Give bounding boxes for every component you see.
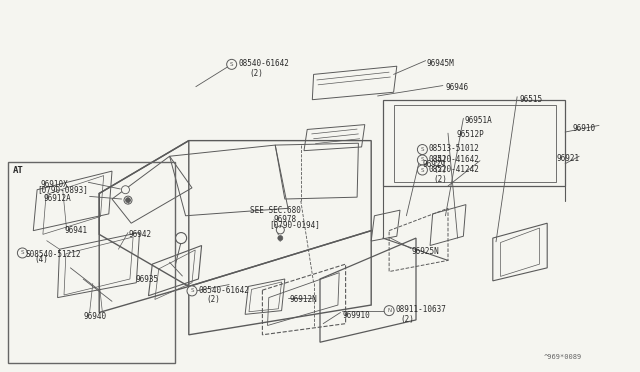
Text: 96942: 96942: [128, 230, 151, 239]
Text: 96515: 96515: [520, 95, 543, 104]
Text: 96912N: 96912N: [289, 295, 317, 304]
Text: 96929: 96929: [422, 160, 445, 169]
Text: (4): (4): [35, 255, 49, 264]
Text: 96978: 96978: [274, 215, 297, 224]
Text: S: S: [420, 147, 424, 152]
Text: S: S: [420, 167, 424, 173]
Text: 96912A: 96912A: [44, 194, 71, 203]
Text: S: S: [20, 250, 24, 256]
Text: 969910: 969910: [342, 311, 370, 320]
Circle shape: [124, 196, 132, 204]
Text: 96945M: 96945M: [426, 59, 454, 68]
Text: ^969*0089: ^969*0089: [544, 354, 582, 360]
Circle shape: [278, 235, 283, 241]
Text: (2): (2): [207, 295, 221, 304]
Text: 96941: 96941: [64, 226, 87, 235]
Text: 08540-61642: 08540-61642: [198, 286, 249, 295]
Text: S: S: [230, 62, 234, 67]
Text: (2): (2): [250, 69, 264, 78]
Circle shape: [122, 186, 129, 194]
Text: 96946: 96946: [445, 83, 468, 92]
Circle shape: [175, 232, 187, 244]
Text: 08540-61642: 08540-61642: [238, 59, 289, 68]
Text: 96910: 96910: [572, 124, 595, 133]
Text: 08520-41642: 08520-41642: [429, 155, 479, 164]
Text: (2): (2): [433, 165, 447, 174]
Text: [0790-0893]: [0790-0893]: [37, 185, 88, 194]
Text: 08911-10637: 08911-10637: [396, 305, 446, 314]
Text: AT: AT: [13, 166, 24, 174]
Text: 96921: 96921: [556, 154, 579, 163]
Circle shape: [17, 248, 28, 258]
Circle shape: [384, 306, 394, 315]
Text: 96910X: 96910X: [40, 180, 68, 189]
Text: 96951A: 96951A: [465, 116, 492, 125]
Circle shape: [276, 226, 284, 234]
Text: S08540-51212: S08540-51212: [26, 250, 81, 259]
Text: (2): (2): [400, 315, 414, 324]
Circle shape: [125, 198, 131, 203]
Text: N: N: [387, 308, 391, 313]
Text: 96940: 96940: [83, 312, 106, 321]
Text: [0790-0194]: [0790-0194]: [269, 220, 319, 229]
Circle shape: [187, 286, 197, 296]
Circle shape: [417, 165, 428, 175]
Text: 96512P: 96512P: [457, 130, 484, 139]
Text: 96935: 96935: [136, 275, 159, 283]
Text: 08520-41242: 08520-41242: [429, 165, 479, 174]
Text: SEE SEC.680: SEE SEC.680: [250, 206, 300, 215]
Text: S: S: [190, 288, 194, 294]
Circle shape: [417, 155, 428, 165]
Text: (2): (2): [433, 175, 447, 184]
Text: 96925N: 96925N: [412, 247, 439, 256]
Text: S: S: [420, 157, 424, 163]
Text: 08513-51012: 08513-51012: [429, 144, 479, 153]
Text: (4): (4): [433, 155, 447, 164]
Circle shape: [227, 60, 237, 69]
Circle shape: [417, 145, 428, 154]
